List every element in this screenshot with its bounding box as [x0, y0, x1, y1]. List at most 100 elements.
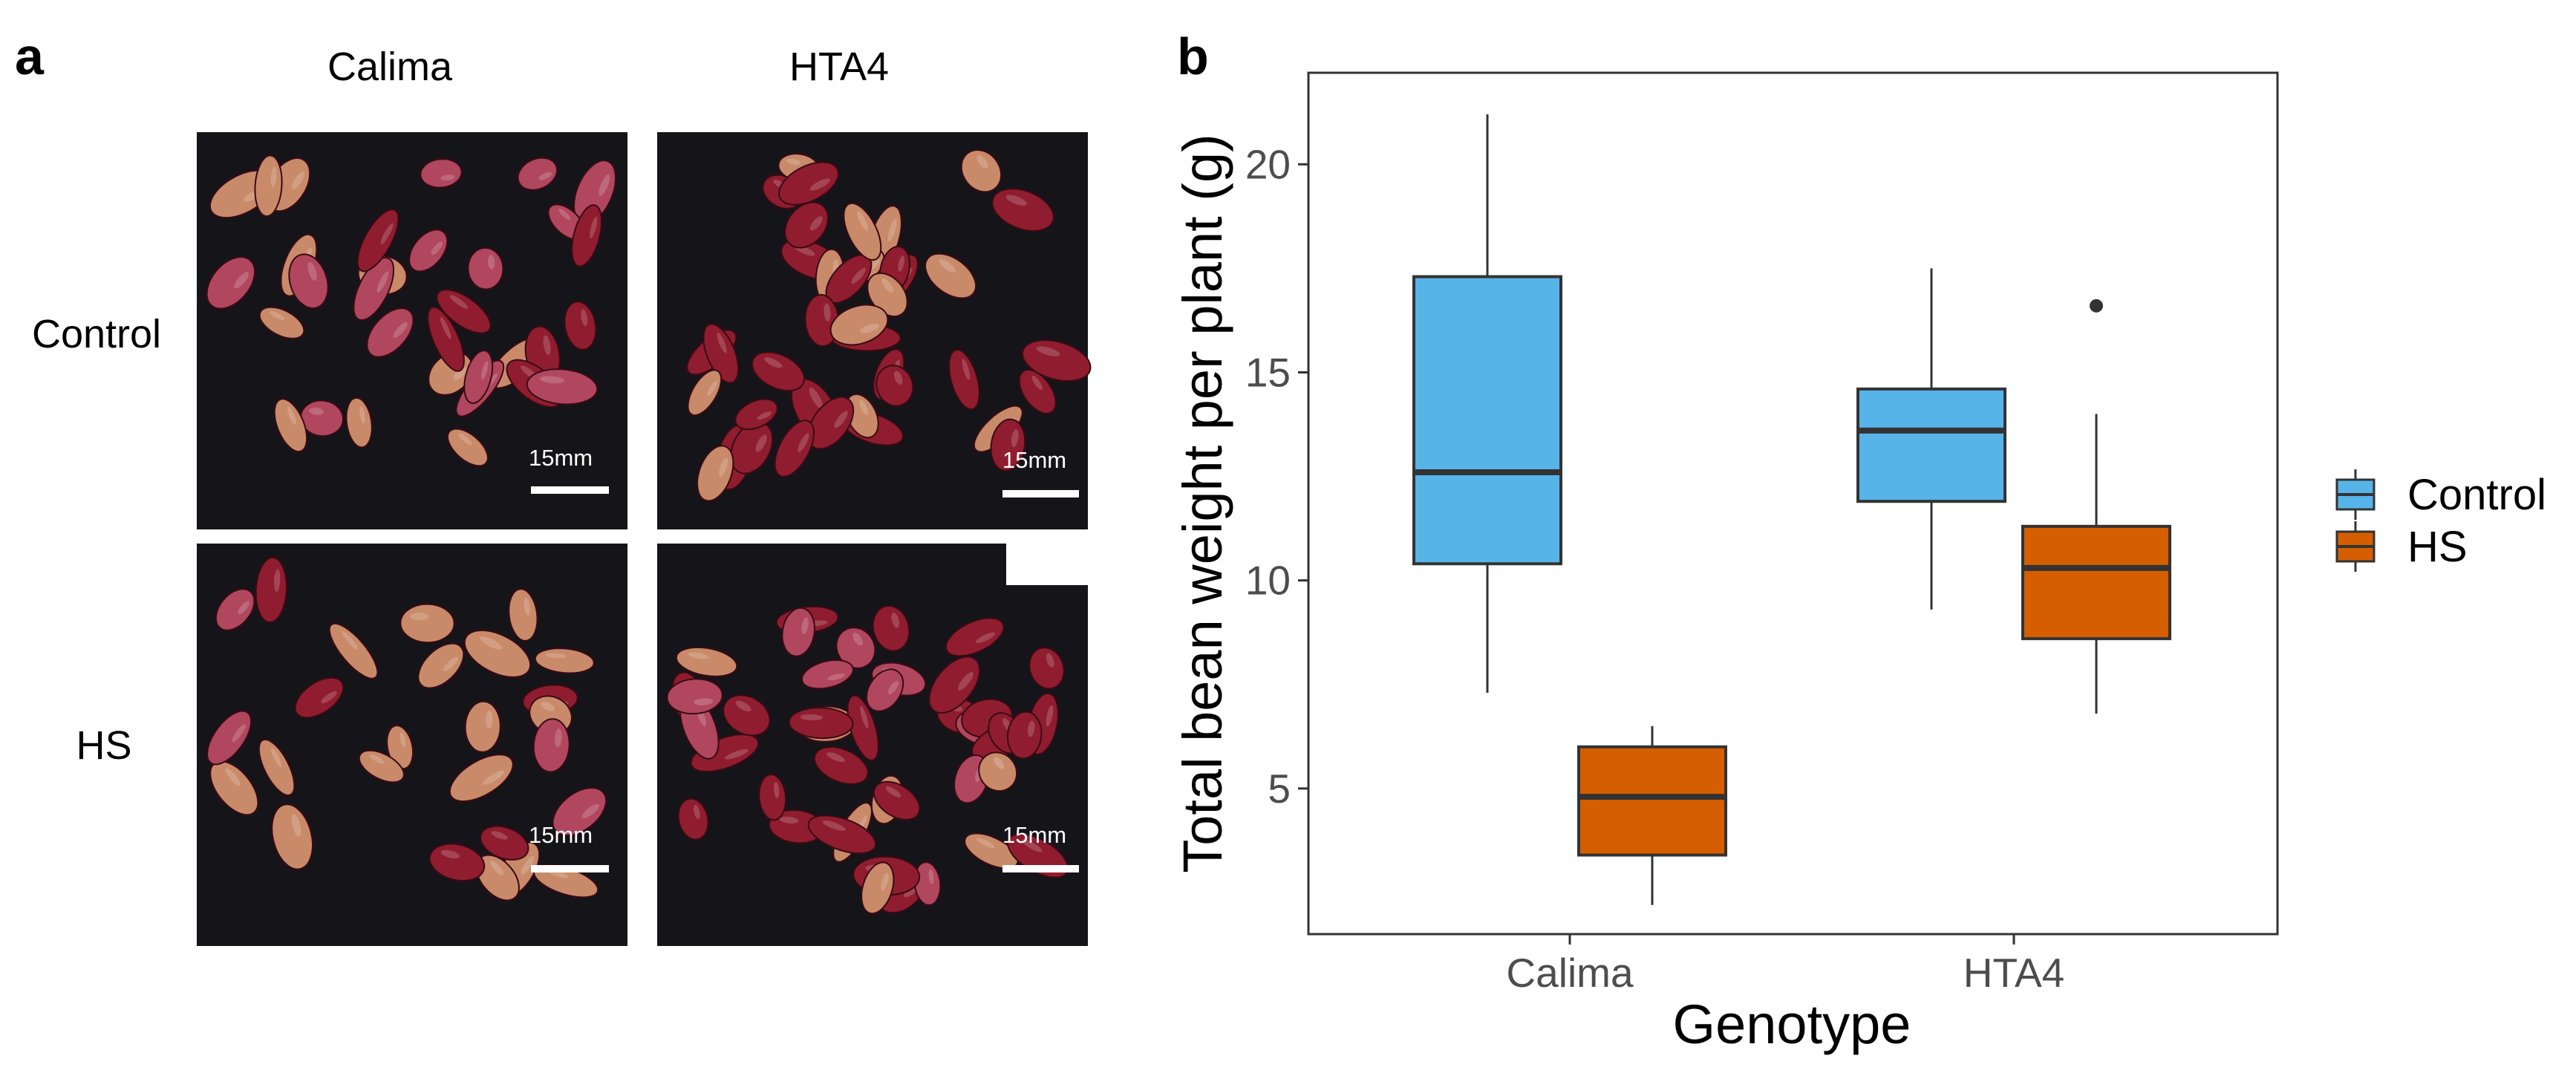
bean	[690, 734, 760, 773]
bean-highlight	[1028, 720, 1035, 737]
scale-bar-label: 15mm	[529, 822, 593, 848]
bean	[1006, 711, 1043, 760]
bean-highlight	[725, 748, 749, 760]
bean	[813, 746, 869, 785]
bean-highlight	[885, 786, 901, 797]
outlier-point	[2090, 299, 2103, 313]
scale-bar-label: 15mm	[529, 445, 593, 471]
bean-highlight	[292, 172, 304, 190]
bean	[847, 694, 879, 761]
bean-highlight	[822, 821, 846, 831]
photo-calima-control: 15mm	[197, 132, 627, 529]
y-tick-label: 15	[1245, 349, 1291, 395]
bean	[702, 323, 740, 384]
column-label-hta4: HTA4	[789, 45, 889, 89]
bean-highlight	[483, 770, 505, 785]
bean	[366, 307, 414, 358]
bean-highlight	[827, 673, 846, 681]
scale-bar	[1006, 573, 1089, 585]
bean	[532, 718, 570, 773]
bean-highlight	[309, 407, 324, 415]
scale-bar	[531, 865, 609, 872]
bean-cluster	[686, 149, 1092, 502]
bean	[552, 787, 607, 837]
x-axis: Calima HTA4	[1506, 934, 2064, 996]
bean-highlight	[490, 861, 503, 875]
bean-highlight	[800, 714, 823, 721]
bean	[328, 622, 379, 679]
bean	[564, 301, 597, 350]
bean-highlight	[1046, 653, 1054, 668]
bean-highlight	[291, 814, 301, 837]
photo-hta4-hs: 15mm	[657, 544, 1089, 946]
bean-highlight	[809, 387, 824, 409]
box-control-hta4	[1856, 268, 2006, 610]
bean	[258, 306, 305, 339]
bean	[345, 397, 373, 448]
bean-highlight	[440, 316, 451, 339]
bean-highlight	[801, 617, 809, 634]
bean-highlight	[809, 216, 823, 231]
bean-highlight	[554, 728, 562, 748]
bean-highlight	[491, 831, 508, 840]
bean-highlight	[558, 209, 571, 221]
bean-highlight	[393, 322, 408, 339]
column-label-calima: Calima	[327, 45, 453, 89]
bean	[353, 256, 395, 322]
bean	[835, 627, 876, 669]
bean-highlight	[826, 752, 845, 763]
scale-bar	[1002, 865, 1079, 872]
bean-highlight	[440, 174, 455, 181]
bean-highlight	[453, 367, 467, 380]
bean	[1028, 647, 1065, 690]
bean	[508, 588, 538, 642]
bean-highlight	[764, 357, 783, 368]
bean-highlight	[894, 371, 903, 385]
bean-highlight	[400, 732, 406, 748]
bean-highlight	[524, 597, 530, 616]
bean	[865, 668, 904, 712]
bean-highlight	[541, 701, 555, 711]
bean	[386, 725, 414, 770]
bean-highlight	[307, 262, 317, 281]
bean-highlight	[962, 359, 971, 380]
bean-highlight	[1022, 839, 1043, 852]
bean-highlight	[449, 295, 469, 309]
bean-highlight	[881, 872, 889, 891]
bean-highlight	[274, 569, 281, 593]
panel-b: b 5 10 15 20 Calima HTA4 Total bean weight p…	[1172, 27, 2546, 1055]
bean-highlight	[486, 711, 493, 728]
legend-item-control: Control	[2335, 469, 2546, 520]
x-tick-label: HTA4	[1963, 950, 2065, 996]
bean-highlight	[270, 166, 277, 188]
bean	[781, 607, 815, 657]
bean-highlight	[342, 630, 359, 650]
bean	[449, 754, 514, 803]
bean-highlight	[590, 217, 598, 239]
bean	[978, 751, 1018, 792]
bean-highlight	[786, 158, 801, 165]
bean-highlight	[1046, 705, 1054, 727]
bean-highlight	[480, 636, 503, 650]
bean	[417, 642, 465, 689]
bean-highlight	[380, 223, 394, 245]
bean	[215, 588, 255, 631]
bean-highlight	[859, 323, 880, 333]
bean-highlight	[928, 869, 934, 884]
bean-highlight	[857, 211, 869, 231]
bean-highlight	[538, 172, 552, 180]
y-axis-title: Total bean weight per plant (g)	[1172, 134, 1233, 873]
bean	[807, 815, 877, 855]
bean-highlight	[891, 612, 900, 628]
bean-highlight	[225, 768, 241, 786]
bean	[571, 204, 603, 267]
bean-highlight	[270, 311, 285, 321]
bean-highlight	[798, 433, 809, 453]
box-series	[1412, 114, 2171, 905]
bean	[1018, 369, 1057, 414]
y-axis: 5 10 15 20	[1245, 141, 1308, 812]
panel-b-label: b	[1177, 27, 1209, 85]
bean	[928, 656, 981, 714]
bean-highlight	[487, 255, 495, 270]
bean	[517, 157, 558, 191]
